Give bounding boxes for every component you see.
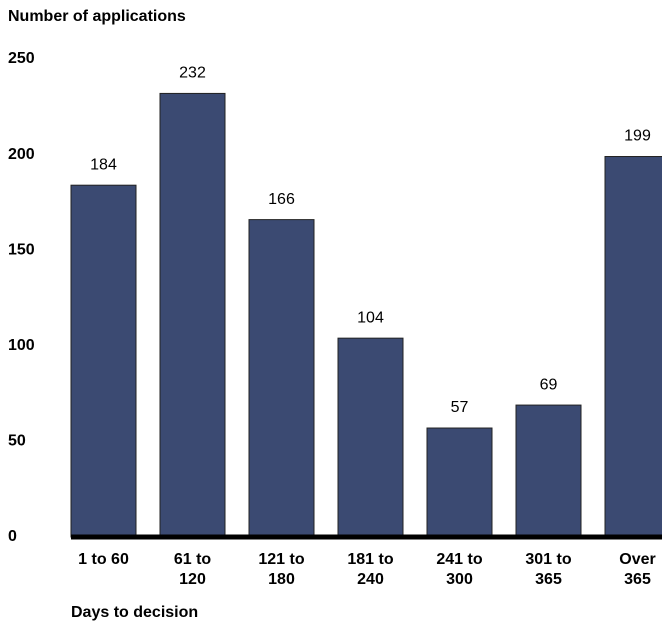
y-tick-label: 150: [8, 241, 35, 258]
bar: [248, 219, 315, 538]
x-tick-label: Over 365: [619, 551, 656, 588]
bar: [70, 184, 137, 538]
bar: [337, 337, 404, 538]
x-tick-label: 121 to 180: [258, 551, 305, 588]
bar: [604, 156, 662, 538]
x-axis-title: Days to decision: [71, 604, 198, 621]
x-tick-label: 301 to 365: [525, 551, 572, 588]
x-tick-label: 181 to 240: [347, 551, 394, 588]
x-tick-label: 1 to 60: [78, 551, 129, 568]
bar: [515, 404, 582, 538]
value-label: 166: [268, 191, 295, 208]
x-tick-label: 241 to 300: [436, 551, 483, 588]
bar: [159, 92, 226, 538]
x-tick-label: 61 to 120: [173, 551, 212, 588]
value-label: 199: [624, 128, 651, 145]
value-label: 104: [357, 309, 384, 326]
value-label: 184: [90, 156, 117, 173]
y-axis-title: Number of applications: [8, 8, 186, 25]
y-tick-label: 200: [8, 146, 35, 163]
value-label: 69: [540, 376, 558, 393]
value-label: 232: [179, 65, 206, 82]
y-tick-label: 50: [8, 433, 26, 450]
value-label: 57: [451, 399, 469, 416]
y-tick-label: 100: [8, 337, 35, 354]
bar: [426, 427, 493, 538]
y-tick-label: 0: [8, 528, 17, 545]
y-tick-label: 250: [8, 50, 35, 67]
